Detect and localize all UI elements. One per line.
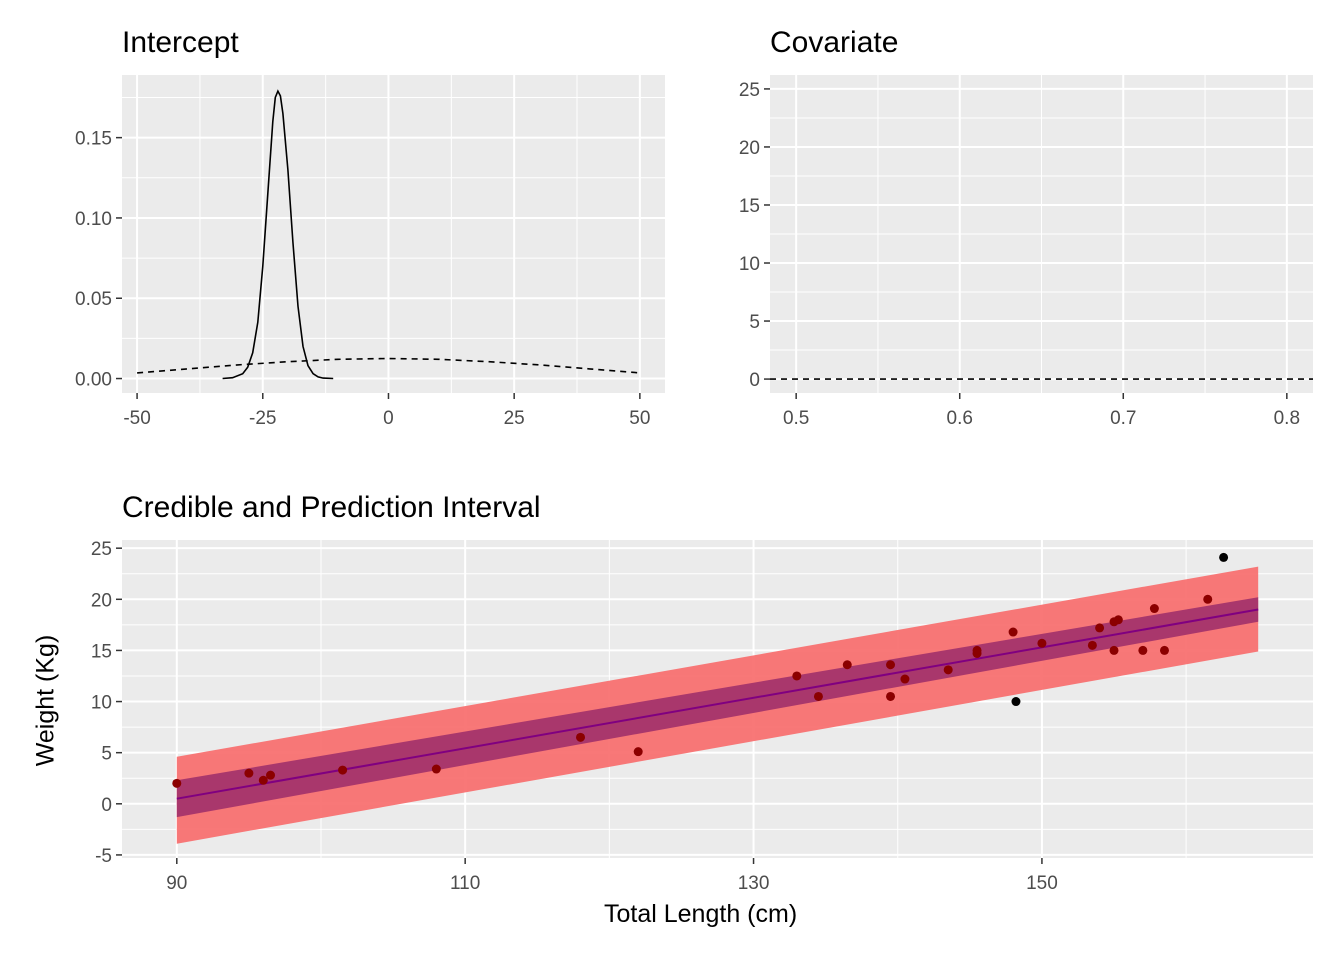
interval-y-tick-label-1: 0 — [101, 795, 112, 816]
interval-data-point-16 — [972, 648, 982, 658]
intercept-x-tick-label-2: 0 — [383, 408, 394, 429]
interval-data-point-12 — [886, 691, 896, 701]
intercept-x-tick-label-4: 50 — [629, 408, 650, 429]
interval-y-tick-label-5: 20 — [91, 590, 112, 611]
interval-data-point-5 — [431, 764, 441, 774]
covariate-y-tick-label-2: 10 — [739, 254, 760, 275]
intercept-y-tick-label-1: 0.05 — [75, 289, 112, 310]
interval-data-point-7 — [633, 747, 643, 757]
interval-fit-line — [176, 608, 1259, 800]
interval-panel: 90 110 130 150 -5 0 5 10 15 20 25 — [91, 539, 1313, 894]
interval-data-point-19 — [1087, 640, 1097, 650]
intercept-x-tick-label-3: 25 — [504, 408, 525, 429]
covariate-x-tick-label-2: 0.7 — [1110, 408, 1136, 429]
covariate-y-tick-label-4: 20 — [739, 138, 760, 159]
interval-outlier-point-0 — [1011, 697, 1021, 707]
interval-data-point-18 — [1037, 638, 1047, 648]
interval-title: Credible and Prediction Interval — [122, 491, 541, 524]
intercept-panel: -50 -25 0 25 50 0.00 0.05 0.10 0.15 — [75, 75, 665, 429]
interval-x-tick-label-0: 90 — [166, 873, 187, 894]
intercept-x-tick-label-0: -50 — [123, 408, 150, 429]
covariate-panel: 0.5 0.6 0.7 0.8 0 5 10 15 20 25 — [739, 75, 1313, 429]
interval-data-point-24 — [1138, 645, 1148, 655]
intercept-series-0-solid — [222, 89, 334, 380]
interval-data-point-17 — [1008, 627, 1018, 637]
interval-x-tick-label-3: 150 — [1026, 873, 1058, 894]
interval-data-point-13 — [900, 674, 910, 684]
interval-data-point-10 — [842, 660, 852, 670]
covariate-y-tick-label-3: 15 — [739, 196, 760, 217]
intercept-y-tick-label-3: 0.15 — [75, 129, 112, 150]
intercept-panel-background — [122, 75, 665, 393]
intercept-y-tick-label-2: 0.10 — [75, 209, 112, 230]
covariate-y-tick-label-0: 0 — [749, 370, 760, 391]
interval-y-tick-label-3: 10 — [91, 693, 112, 714]
intercept-x-tick-label-1: -25 — [249, 408, 276, 429]
interval-y-tick-label-6: 25 — [91, 539, 112, 560]
covariate-x-tick-label-1: 0.6 — [947, 408, 973, 429]
interval-credible-interval-band — [176, 597, 1259, 818]
intercept-title: Intercept — [122, 26, 239, 59]
interval-data-point-27 — [1203, 594, 1213, 604]
intercept-series-1-dashed — [137, 357, 640, 374]
interval-data-point-20 — [1095, 623, 1105, 633]
interval-data-point-26 — [1159, 645, 1169, 655]
interval-outlier-point-1 — [1219, 552, 1229, 562]
covariate-y-tick-label-1: 5 — [749, 312, 760, 333]
interval-data-point-1 — [244, 768, 254, 778]
interval-x-tick-label-2: 130 — [738, 873, 770, 894]
interval-data-point-14 — [943, 665, 953, 675]
intercept-y-tick-label-0: 0.00 — [75, 370, 112, 391]
interval-data-point-9 — [813, 691, 823, 701]
interval-data-point-6 — [576, 732, 586, 742]
interval-data-point-23 — [1113, 615, 1123, 625]
covariate-y-tick-label-5: 25 — [739, 80, 760, 101]
interval-data-point-21 — [1109, 645, 1119, 655]
interval-x-axis-label: Total Length (cm) — [604, 900, 798, 928]
interval-data-point-3 — [266, 770, 276, 780]
covariate-title: Covariate — [770, 26, 899, 59]
interval-data-point-4 — [338, 765, 348, 775]
interval-data-point-25 — [1149, 604, 1159, 614]
interval-data-point-8 — [792, 671, 802, 681]
interval-y-tick-label-4: 15 — [91, 641, 112, 662]
interval-data-point-0 — [172, 778, 182, 788]
interval-data-point-2 — [258, 775, 268, 785]
interval-x-tick-label-1: 110 — [450, 873, 480, 894]
interval-y-tick-label-2: 5 — [101, 744, 112, 765]
interval-data-point-11 — [886, 660, 896, 670]
interval-y-tick-label-0: -5 — [95, 846, 112, 867]
covariate-x-tick-label-3: 0.8 — [1274, 408, 1300, 429]
interval-y-axis-label: Weight (Kg) — [31, 634, 60, 767]
covariate-x-tick-label-0: 0.5 — [783, 408, 809, 429]
